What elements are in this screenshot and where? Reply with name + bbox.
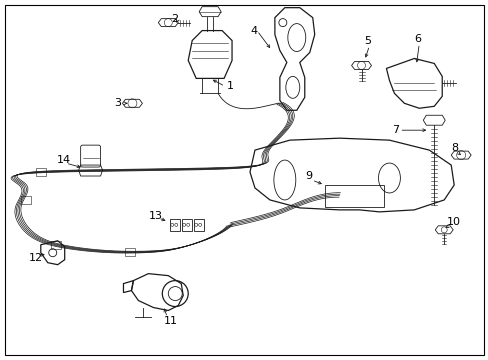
Text: 1: 1: [226, 81, 234, 91]
Text: 13: 13: [148, 211, 162, 221]
Text: 10: 10: [447, 217, 460, 227]
Text: 8: 8: [450, 143, 457, 153]
Text: 3: 3: [114, 98, 121, 108]
Text: 6: 6: [413, 33, 421, 44]
Text: 7: 7: [392, 125, 399, 135]
Text: 14: 14: [57, 155, 71, 165]
Text: 12: 12: [29, 253, 43, 263]
Text: 9: 9: [304, 171, 311, 181]
Text: 5: 5: [364, 36, 371, 46]
Text: 2: 2: [171, 14, 178, 24]
Text: 4: 4: [249, 26, 257, 36]
Text: 11: 11: [164, 316, 178, 327]
